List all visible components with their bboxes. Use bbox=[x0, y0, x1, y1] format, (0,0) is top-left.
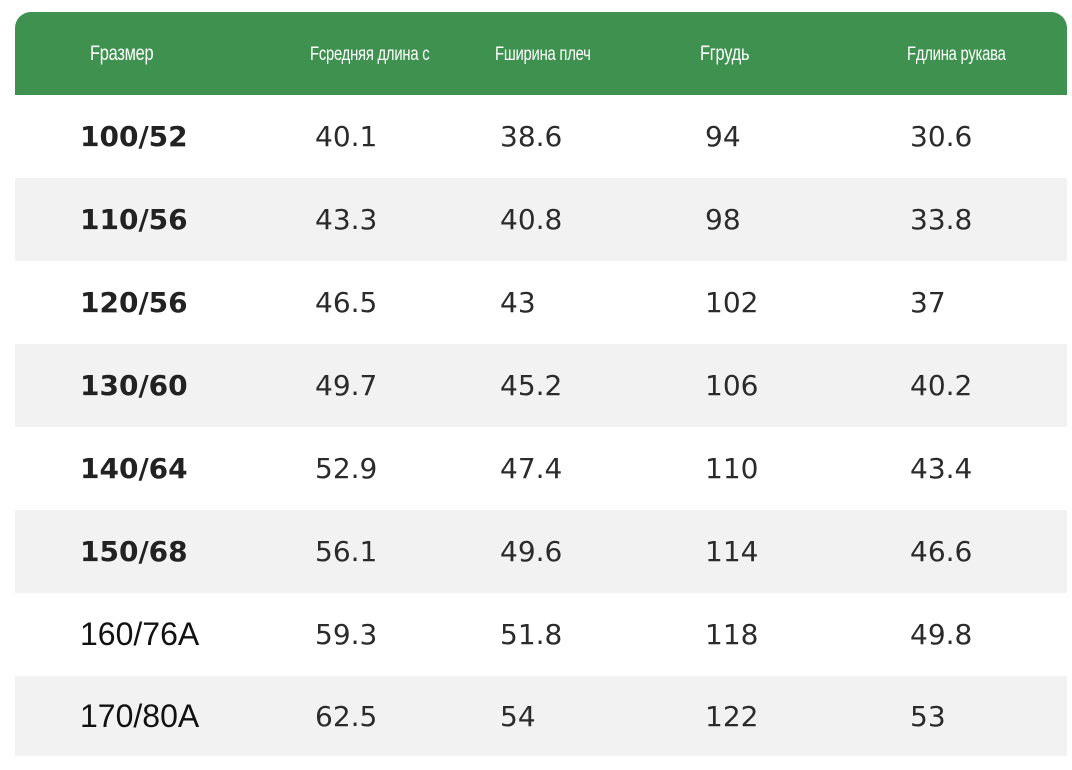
cell-size: 120/56 bbox=[15, 261, 245, 344]
table-row: 130/60 49.7 45.2 106 40.2 bbox=[15, 344, 1067, 427]
cell-shoulder-width: 43 bbox=[430, 261, 635, 344]
cell-shoulder-width: 54 bbox=[430, 676, 635, 756]
cell-back-length: 40.1 bbox=[245, 95, 430, 178]
cell-sleeve-length: 37 bbox=[840, 261, 1067, 344]
cell-sleeve-length: 30.6 bbox=[840, 95, 1067, 178]
cell-chest: 106 bbox=[635, 344, 840, 427]
cell-back-length: 49.7 bbox=[245, 344, 430, 427]
cell-size: 100/52 bbox=[15, 95, 245, 178]
header-shoulder-width: Fширина плеч bbox=[430, 12, 635, 95]
cell-back-length: 59.3 bbox=[245, 593, 430, 676]
cell-shoulder-width: 38.6 bbox=[430, 95, 635, 178]
cell-back-length: 52.9 bbox=[245, 427, 430, 510]
cell-sleeve-length: 53 bbox=[840, 676, 1067, 756]
table-row: 140/64 52.9 47.4 110 43.4 bbox=[15, 427, 1067, 510]
table-row: 160/76A 59.3 51.8 118 49.8 bbox=[15, 593, 1067, 676]
table-row: 110/56 43.3 40.8 98 33.8 bbox=[15, 178, 1067, 261]
cell-sleeve-length: 40.2 bbox=[840, 344, 1067, 427]
header-size: Fразмер bbox=[15, 12, 245, 95]
cell-size: 150/68 bbox=[15, 510, 245, 593]
cell-size: 130/60 bbox=[15, 344, 245, 427]
table-body: 100/52 40.1 38.6 94 30.6 110/56 43.3 40.8 98 33.8… bbox=[15, 95, 1067, 756]
cell-chest: 98 bbox=[635, 178, 840, 261]
cell-chest: 110 bbox=[635, 427, 840, 510]
table-row: 120/56 46.5 43 102 37 bbox=[15, 261, 1067, 344]
cell-back-length: 56.1 bbox=[245, 510, 430, 593]
cell-chest: 102 bbox=[635, 261, 840, 344]
cell-shoulder-width: 47.4 bbox=[430, 427, 635, 510]
cell-sleeve-length: 46.6 bbox=[840, 510, 1067, 593]
cell-back-length: 62.5 bbox=[245, 676, 430, 756]
cell-back-length: 46.5 bbox=[245, 261, 430, 344]
cell-chest: 94 bbox=[635, 95, 840, 178]
header-chest: Fгрудь bbox=[635, 12, 840, 95]
cell-chest: 114 bbox=[635, 510, 840, 593]
table-row: 100/52 40.1 38.6 94 30.6 bbox=[15, 95, 1067, 178]
cell-size: 160/76A bbox=[15, 593, 245, 676]
cell-size: 170/80A bbox=[15, 676, 245, 756]
cell-size: 140/64 bbox=[15, 427, 245, 510]
cell-chest: 122 bbox=[635, 676, 840, 756]
table-row: 150/68 56.1 49.6 114 46.6 bbox=[15, 510, 1067, 593]
cell-back-length: 43.3 bbox=[245, 178, 430, 261]
cell-shoulder-width: 51.8 bbox=[430, 593, 635, 676]
size-chart-table: Fразмер Fсредняя длина сзади Fширина пле… bbox=[15, 12, 1067, 756]
cell-sleeve-length: 49.8 bbox=[840, 593, 1067, 676]
cell-size: 110/56 bbox=[15, 178, 245, 261]
cell-shoulder-width: 45.2 bbox=[430, 344, 635, 427]
header-row: Fразмер Fсредняя длина сзади Fширина пле… bbox=[15, 12, 1067, 95]
cell-chest: 118 bbox=[635, 593, 840, 676]
table-row: 170/80A 62.5 54 122 53 bbox=[15, 676, 1067, 756]
header-sleeve-length: Fдлина рукава bbox=[840, 12, 1067, 95]
cell-shoulder-width: 49.6 bbox=[430, 510, 635, 593]
cell-sleeve-length: 43.4 bbox=[840, 427, 1067, 510]
cell-shoulder-width: 40.8 bbox=[430, 178, 635, 261]
header-back-length: Fсредняя длина сзади bbox=[245, 12, 430, 95]
cell-sleeve-length: 33.8 bbox=[840, 178, 1067, 261]
